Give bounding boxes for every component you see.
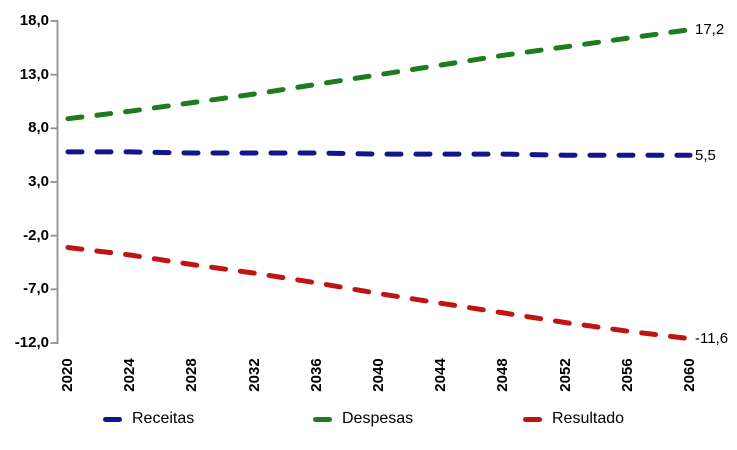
x-tick-label: 2036 — [307, 358, 325, 392]
series-line-resultado — [65, 245, 693, 342]
legend-item-despesas: Despesas — [313, 409, 413, 429]
x-tick-label: 2028 — [183, 358, 201, 392]
x-tick-label: 2044 — [432, 358, 450, 392]
legend-item-receitas: Receitas — [103, 409, 194, 429]
legend-item-resultado: Resultado — [523, 409, 624, 429]
y-tick-label: 3,0 — [28, 173, 49, 190]
legend-label-despesas: Despesas — [342, 410, 414, 427]
x-tick-label: 2056 — [618, 358, 636, 392]
x-tick-label: 2048 — [494, 358, 512, 392]
x-tick-label: 2040 — [370, 358, 387, 392]
legend-swatch-receitas — [103, 416, 122, 422]
x-tick-label: 2032 — [245, 358, 263, 392]
y-tick-label: -2,0 — [23, 226, 49, 244]
y-tick-label: -7,0 — [23, 280, 49, 298]
end-label-despesas: 17,2 — [695, 21, 725, 39]
x-tick-label: 2024 — [121, 358, 139, 392]
y-tick-label: -12,0 — [14, 334, 49, 351]
end-label-receitas: 5,5 — [695, 146, 716, 164]
legend-label-receitas: Receitas — [132, 410, 195, 427]
y-tick-label: 18,0 — [19, 12, 49, 29]
series-line-despesas — [65, 27, 693, 122]
legend-swatch-despesas — [313, 416, 332, 422]
y-tick-label: 8,0 — [28, 119, 49, 137]
legend-label-resultado: Resultado — [552, 410, 625, 427]
y-tick-label: 13,0 — [19, 65, 49, 83]
x-tick-label: 2052 — [556, 358, 574, 392]
legend-swatch-resultado — [523, 416, 542, 422]
x-tick-label: 2060 — [681, 358, 698, 392]
series-line-receitas — [65, 149, 693, 158]
end-label-resultado: -11,6 — [695, 330, 729, 348]
x-tick-label: 2020 — [59, 358, 76, 392]
